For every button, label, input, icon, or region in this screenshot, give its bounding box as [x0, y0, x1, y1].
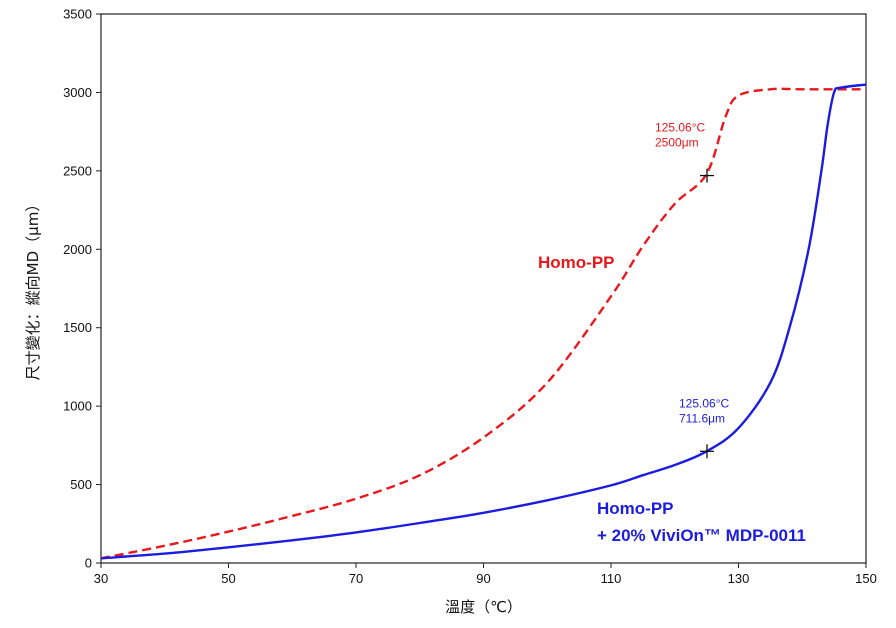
x-tick-label: 50: [221, 571, 235, 586]
series-label-blend: + 20% ViviOn™ MDP-0011: [597, 526, 806, 545]
ticks: 30 50 70 90 110 130 15005001000150020002500300…: [63, 7, 877, 587]
y-tick-label: 500: [70, 477, 92, 492]
y-tick-label: 1000: [63, 399, 92, 414]
x-axis-title: 溫度（℃）: [445, 598, 522, 616]
y-tick-label: 2500: [63, 163, 92, 178]
x-tick-label: 70: [349, 571, 363, 586]
series-line-1: [100, 83, 867, 560]
annotation-text: 125.06°C: [679, 396, 730, 410]
x-tick-label: 30: [94, 571, 108, 586]
series-label-homo-pp: Homo-PP: [538, 253, 615, 272]
annotation-text: 125.06°C: [655, 121, 706, 135]
y-tick-label: 1500: [63, 320, 92, 335]
axes: [100, 13, 867, 564]
y-axis-title: 尺寸變化：縱向MD（μm）: [24, 197, 42, 381]
series-label-blend: Homo-PP: [597, 499, 674, 518]
y-tick-label: 3500: [63, 7, 92, 22]
y-tick-label: 3000: [63, 85, 92, 100]
series-lines: [100, 83, 867, 560]
series-labels: Homo-PP Homo-PP + 20% ViviOn™ MDP-0011: [538, 253, 806, 545]
x-tick-label: 110: [601, 571, 622, 586]
annotation-text: 2500μm: [655, 136, 699, 150]
series-line-0: [100, 87, 866, 560]
x-tick-label: 90: [476, 571, 490, 586]
x-tick-label: 150: [855, 571, 877, 586]
plot-frame: [100, 13, 867, 564]
y-tick-label: 0: [85, 556, 92, 571]
x-tick-label: 130: [728, 571, 750, 586]
annotation-text: 711.6μm: [679, 411, 725, 425]
y-tick-label: 2000: [63, 242, 92, 257]
